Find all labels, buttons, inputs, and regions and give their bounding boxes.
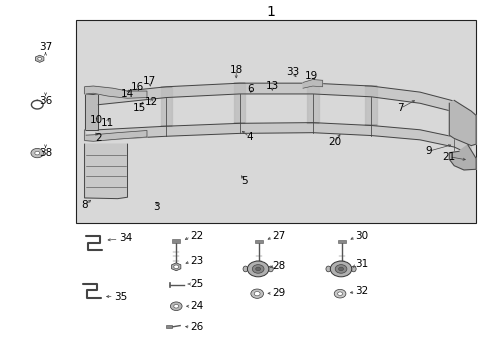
Text: 34: 34 [119,233,132,243]
Text: 36: 36 [39,96,52,106]
Polygon shape [160,87,172,126]
Circle shape [38,57,41,60]
Ellipse shape [325,266,330,272]
Circle shape [31,148,43,158]
Text: 5: 5 [241,176,247,186]
Circle shape [338,267,343,271]
Text: 24: 24 [190,301,203,311]
Text: 12: 12 [145,97,158,107]
Text: 38: 38 [39,148,52,158]
Text: 17: 17 [143,76,156,86]
Ellipse shape [350,266,355,272]
Text: 26: 26 [190,322,203,332]
Text: 4: 4 [245,132,252,142]
Text: 25: 25 [190,279,203,289]
Text: 7: 7 [396,103,403,113]
Bar [172,239,180,243]
Text: 33: 33 [285,67,299,77]
Polygon shape [84,86,147,98]
Text: 8: 8 [81,200,88,210]
Polygon shape [98,123,470,155]
Text: 27: 27 [271,231,285,240]
Polygon shape [84,94,98,130]
Text: 19: 19 [305,71,318,81]
Circle shape [333,289,345,298]
Text: 18: 18 [229,64,243,75]
Circle shape [250,289,263,298]
Text: 13: 13 [265,81,278,91]
Text: 6: 6 [247,84,254,94]
Circle shape [252,265,264,273]
Circle shape [254,292,260,296]
Ellipse shape [243,266,247,272]
Text: 32: 32 [354,286,367,296]
Circle shape [35,151,40,155]
Polygon shape [448,145,475,170]
Text: 14: 14 [121,89,134,99]
Text: 1: 1 [266,5,275,19]
Text: 16: 16 [130,82,143,93]
Polygon shape [448,100,475,145]
Ellipse shape [268,266,273,272]
Text: 11: 11 [100,118,113,128]
Polygon shape [233,83,245,123]
Polygon shape [98,83,470,123]
Bar [255,240,263,243]
Polygon shape [84,144,127,199]
Text: 2: 2 [95,133,102,143]
Text: 28: 28 [271,261,285,271]
Polygon shape [365,86,376,126]
Text: 35: 35 [114,292,127,302]
Text: 22: 22 [190,231,203,240]
Text: 37: 37 [39,42,52,52]
Bar [76,21,475,223]
Text: 31: 31 [354,259,367,269]
Circle shape [330,261,351,277]
Text: 20: 20 [327,138,341,147]
Text: 23: 23 [190,256,203,266]
Text: 3: 3 [153,202,160,212]
Circle shape [337,292,342,296]
Text: 29: 29 [271,288,285,298]
Text: 10: 10 [89,115,102,125]
Circle shape [255,267,260,271]
Text: 30: 30 [354,231,367,240]
Circle shape [173,265,178,269]
Circle shape [170,302,182,311]
Circle shape [247,261,268,277]
Text: 9: 9 [424,146,431,156]
Polygon shape [84,130,147,141]
Polygon shape [171,263,181,271]
Bar [337,240,345,243]
Circle shape [334,265,346,273]
Polygon shape [306,83,318,123]
Polygon shape [36,55,44,62]
Polygon shape [303,80,322,88]
Text: 15: 15 [133,103,146,113]
Circle shape [173,305,178,308]
Bar [166,325,172,328]
Text: 21: 21 [442,152,455,162]
